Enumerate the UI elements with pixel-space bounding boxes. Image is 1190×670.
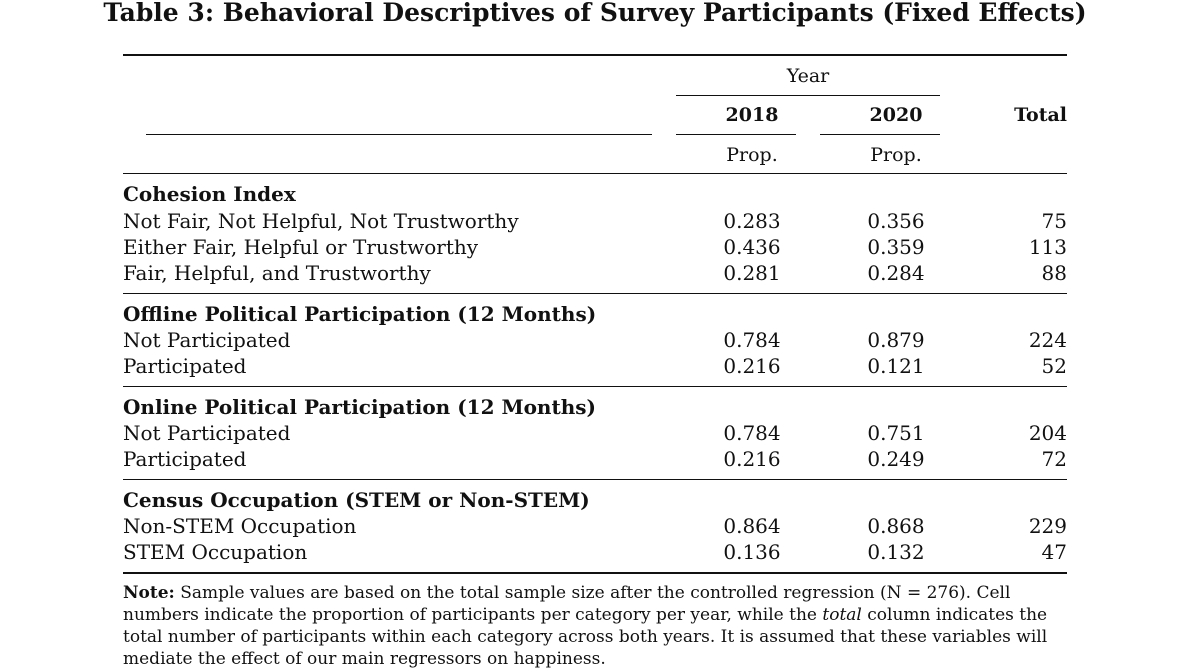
cell-total: 75 [1041,209,1067,233]
cell-2020: 0.121 [867,354,925,378]
cell-total: 52 [1041,354,1067,378]
row-label: Participated [123,447,247,471]
cell-2020: 0.879 [867,328,925,352]
note-text-2: column indicates the total number of par… [123,605,1048,669]
col-header-total: Total [1014,104,1067,126]
note-lead: Note: [123,583,175,603]
table-title: Table 3: Behavioral Descriptives of Surv… [103,0,1087,27]
section-title: Offline Political Participation (12 Mont… [123,302,597,326]
cell-2018: 0.784 [723,421,781,445]
top-rule [123,54,1067,56]
row-label: Not Participated [123,328,291,352]
note-text-1: Sample values are based on the total sam… [123,583,1011,625]
section-rule [123,386,1067,387]
cell-total: 72 [1041,447,1067,471]
row-label: Non-STEM Occupation [123,514,357,538]
col-2018-rule [676,134,796,135]
cell-total: 204 [1028,421,1067,445]
cell-2018: 0.436 [723,235,781,259]
cell-2020: 0.751 [867,421,925,445]
cell-2018: 0.864 [723,514,781,538]
section-title: Census Occupation (STEM or Non-STEM) [123,488,590,512]
year-group-rule [676,95,940,96]
row-label: Not Fair, Not Helpful, Not Trustworthy [123,209,519,233]
row-label: Not Participated [123,421,291,445]
note-emphasis: total [822,605,862,625]
row-label: Fair, Helpful, and Trustworthy [123,261,431,285]
col-header-2018: 2018 [725,104,779,126]
section-rule [123,293,1067,294]
row-label: STEM Occupation [123,540,308,564]
cell-2020: 0.132 [867,540,925,564]
col-header-2020: 2020 [869,104,923,126]
cell-2018: 0.784 [723,328,781,352]
cell-total: 224 [1028,328,1067,352]
bottom-rule [123,572,1067,574]
cell-2018: 0.136 [723,540,781,564]
col-2020-rule [820,134,940,135]
subheader-2020: Prop. [870,144,922,166]
cell-2020: 0.249 [867,447,925,471]
subheader-2018: Prop. [726,144,778,166]
table-note: Note: Sample values are based on the tot… [123,582,1073,670]
section-title: Online Political Participation (12 Month… [123,395,596,419]
cell-2018: 0.281 [723,261,781,285]
cell-2018: 0.216 [723,354,781,378]
cell-2020: 0.359 [867,235,925,259]
cell-total: 113 [1028,235,1067,259]
header-bottom-rule [123,173,1067,174]
row-label: Either Fair, Helpful or Trustworthy [123,235,479,259]
year-group-label: Year [786,65,830,87]
label-col-rule [146,134,652,135]
cell-total: 47 [1041,540,1067,564]
section-rule [123,479,1067,480]
cell-2020: 0.868 [867,514,925,538]
cell-2018: 0.216 [723,447,781,471]
cell-total: 88 [1041,261,1067,285]
cell-2020: 0.356 [867,209,925,233]
cell-total: 229 [1028,514,1067,538]
cell-2020: 0.284 [867,261,925,285]
row-label: Participated [123,354,247,378]
section-title: Cohesion Index [123,182,296,206]
cell-2018: 0.283 [723,209,781,233]
